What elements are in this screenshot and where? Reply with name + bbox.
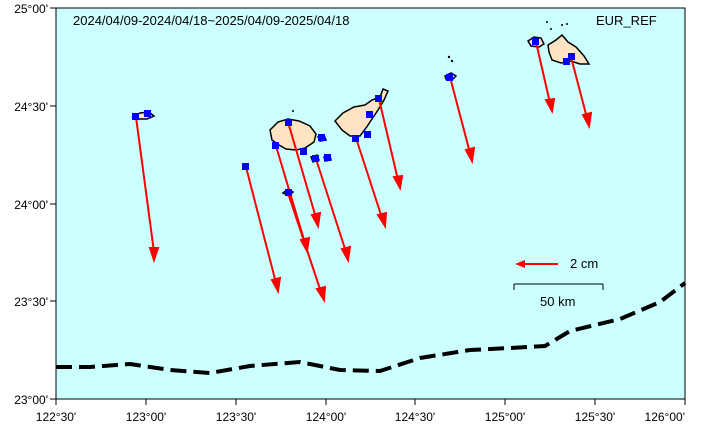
y-tick-label: 25°00'	[14, 2, 48, 16]
station-marker	[324, 154, 331, 161]
station-marker	[318, 134, 325, 141]
x-tick-label: 123°00'	[126, 410, 166, 424]
islet	[450, 59, 454, 63]
station-marker	[568, 53, 575, 60]
vector-arrowhead	[581, 111, 593, 130]
y-tick-label: 23°00'	[14, 393, 48, 407]
x-tick-label: 124°30'	[395, 410, 435, 424]
islet	[447, 55, 451, 59]
vector-arrowhead	[315, 285, 327, 304]
station-marker	[352, 135, 359, 142]
trench-line	[56, 281, 687, 376]
x-tick-label: 125°00'	[485, 410, 525, 424]
reference-frame-label: EUR_REF	[596, 13, 657, 28]
velocity-vector	[355, 137, 383, 219]
x-tick-label: 125°30'	[575, 410, 615, 424]
islet	[566, 23, 568, 25]
vector-arrowhead	[270, 276, 282, 295]
station-marker	[144, 110, 151, 117]
velocity-vector	[245, 166, 277, 284]
vector-arrowhead	[340, 245, 352, 264]
scale-bar-label: 50 km	[540, 294, 575, 309]
station-marker	[272, 142, 279, 149]
velocity-vector	[378, 98, 399, 181]
velocity-vector	[287, 121, 317, 219]
scale-arrow-label: 2 cm	[570, 256, 598, 271]
station-marker	[312, 155, 319, 162]
station-marker	[300, 148, 307, 155]
station-marker	[285, 189, 292, 196]
islet	[561, 24, 563, 26]
velocity-vector	[449, 76, 471, 154]
vector-arrowhead	[544, 97, 556, 115]
station-marker	[563, 58, 570, 65]
x-tick-label: 126°00'	[645, 410, 685, 424]
y-tick-label: 23°30'	[14, 295, 48, 309]
islets	[292, 21, 568, 112]
y-tick-label: 24°00'	[14, 198, 48, 212]
axis-ticks	[50, 7, 686, 405]
vector-arrowhead	[310, 211, 322, 230]
station-marker	[375, 95, 382, 102]
vector-arrowhead	[392, 174, 404, 192]
velocity-vector	[135, 116, 155, 253]
islet	[550, 28, 552, 30]
scale-bar	[513, 283, 604, 290]
velocity-vector	[315, 158, 347, 253]
islet	[546, 21, 548, 23]
scale-arrow: 2 cm	[515, 256, 598, 271]
x-tick-label: 122°30'	[36, 410, 76, 424]
station-marker	[446, 74, 453, 81]
station-marker	[366, 111, 373, 118]
station-marker	[364, 131, 371, 138]
y-axis-labels: 25°00' 24°30' 24°00' 23°30' 23°00'	[14, 2, 48, 407]
vector-arrowhead	[148, 247, 160, 264]
x-tick-label: 123°30'	[216, 410, 256, 424]
station-marker	[132, 113, 139, 120]
station-marker	[242, 163, 249, 170]
x-tick-label: 124°00'	[306, 410, 346, 424]
y-tick-label: 24°30'	[14, 100, 48, 114]
vector-arrowhead	[464, 146, 476, 165]
scale-arrow-head	[515, 260, 525, 268]
x-axis-labels: 122°30' 123°00' 123°30' 124°00' 124°30' …	[36, 410, 685, 424]
velocity-vector	[570, 56, 588, 119]
island-miyako	[547, 33, 591, 65]
vector-arrowhead	[376, 211, 388, 230]
station-marker	[532, 38, 539, 45]
station-marker	[285, 119, 292, 126]
date-range-label: 2024/04/09-2024/04/18~2025/04/09-2025/04…	[73, 13, 350, 28]
velocity-vector	[287, 192, 322, 293]
velocity-vectors	[135, 41, 593, 304]
gnss-stations	[132, 38, 575, 196]
islet	[292, 110, 294, 112]
sea-area	[55, 7, 686, 400]
velocity-vector	[535, 41, 551, 104]
